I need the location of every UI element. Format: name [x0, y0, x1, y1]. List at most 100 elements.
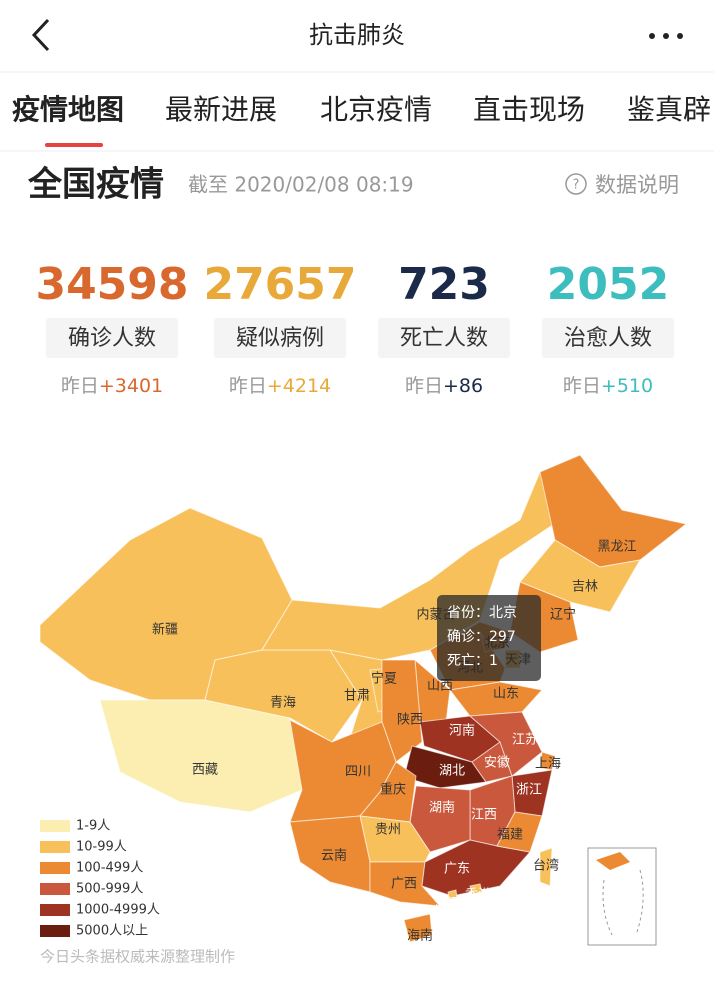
stat-change: 昨日+510 — [563, 375, 653, 397]
legend-label: 10-99人 — [76, 840, 127, 855]
stat-value: 34598 — [35, 259, 188, 310]
province[interactable] — [359, 761, 417, 823]
province-label: 澳门 — [434, 896, 460, 912]
map — [39, 454, 688, 943]
stat-value: 2052 — [547, 259, 669, 310]
province-label: 云南 — [321, 848, 347, 864]
province[interactable] — [539, 847, 553, 887]
province[interactable] — [449, 681, 543, 717]
stat-label-box — [46, 318, 178, 358]
stat-label: 治愈人数 — [564, 326, 652, 351]
province[interactable] — [468, 711, 543, 777]
legend-swatch — [40, 904, 70, 916]
province-label: 浙江 — [516, 783, 542, 798]
province[interactable] — [421, 839, 531, 897]
province-label: 河南 — [449, 723, 475, 739]
province-label: 安徽 — [484, 756, 510, 771]
legend-swatch — [40, 883, 70, 895]
province-label: 广西 — [391, 877, 417, 892]
stat-label-box — [214, 318, 346, 358]
help-link[interactable]: ? 数据说明 — [565, 173, 679, 197]
tab[interactable]: 鉴真辟 — [627, 93, 711, 126]
legend-label: 1-9人 — [76, 819, 110, 834]
province-label: 山西 — [427, 679, 453, 694]
legend-swatch — [40, 925, 70, 937]
header-title: 抗击肺炎 — [309, 21, 405, 49]
province-label: 辽宁 — [550, 607, 576, 623]
province-label: 新疆 — [152, 622, 178, 638]
stat-change: 昨日+3401 — [61, 375, 163, 397]
help-icon — [565, 173, 587, 195]
province-labels: 新疆 西藏 青海 甘肃 宁夏 内蒙古 黑龙江 吉林 辽宁 北京 天津 河北 山西… — [152, 540, 637, 944]
province-label: 海南 — [407, 928, 433, 944]
help-icon-mark: ? — [573, 178, 580, 193]
province[interactable] — [403, 913, 433, 943]
stat-label: 死亡人数 — [400, 326, 488, 351]
legend: 1-9人 10-99人 100-499人 500-999人 1000-4999人 5000… — [40, 819, 160, 939]
province-label: 上海 — [535, 757, 561, 772]
province-label: 广东 — [444, 862, 470, 877]
stat-label-box — [378, 318, 510, 358]
stat-change-prefix: 昨日 — [405, 375, 443, 397]
province[interactable] — [99, 699, 303, 813]
help-text: 数据说明 — [595, 173, 679, 197]
stat-change-value: +3401 — [99, 375, 163, 397]
province-label: 江苏 — [512, 732, 538, 748]
province-label: 青海 — [270, 696, 296, 711]
stat-label: 确诊人数 — [68, 326, 156, 351]
legend-label: 5000人以上 — [76, 924, 148, 939]
legend-swatch — [40, 862, 70, 874]
province-label: 香港 — [465, 888, 491, 903]
south-china-sea-inset — [587, 847, 657, 946]
back-button[interactable] — [31, 18, 50, 52]
province-label: 四川 — [345, 765, 371, 780]
province-label: 台湾 — [533, 858, 559, 874]
more-button[interactable] — [649, 33, 683, 39]
province[interactable] — [447, 889, 458, 900]
stat-change-value: +86 — [443, 375, 483, 397]
province-label: 宁夏 — [371, 671, 397, 687]
province-label: 湖南 — [429, 800, 455, 816]
stat-change: 昨日+86 — [405, 375, 483, 397]
province-label: 福建 — [497, 828, 523, 843]
stat-value: 27657 — [203, 259, 356, 310]
tab-bar: 疫情地图 最新进展 北京疫情 直击现场 鉴真辟 — [12, 93, 711, 126]
legend-swatch — [40, 820, 70, 832]
province-label: 湖北 — [439, 764, 465, 779]
province-label: 吉林 — [572, 580, 598, 595]
footer-note: 今日头条据权威来源整理制作 — [40, 948, 235, 966]
stat-change-prefix: 昨日 — [61, 375, 99, 397]
tab-indicator — [45, 143, 103, 147]
tooltip-text: 省份：北京 确诊：297 死亡：1 — [447, 605, 517, 669]
stat-change-prefix: 昨日 — [563, 375, 601, 397]
province-label: 贵州 — [375, 823, 401, 838]
stat-change-prefix: 昨日 — [229, 375, 267, 397]
stat-change: 昨日+4214 — [229, 375, 331, 397]
tooltip-line: 死亡：1 — [447, 653, 498, 669]
section-title: 全国疫情 — [27, 165, 164, 205]
province-label: 山东 — [493, 687, 519, 702]
tooltip — [437, 595, 541, 681]
stat-change-value: +510 — [601, 375, 653, 397]
province-label: 重庆 — [380, 782, 406, 798]
stat-change-value: +4214 — [267, 375, 331, 397]
tab[interactable]: 疫情地图 — [12, 93, 124, 126]
province[interactable] — [381, 659, 423, 763]
province-label: 陕西 — [397, 713, 423, 728]
legend-label: 500-999人 — [76, 882, 143, 897]
province-label: 黑龙江 — [597, 540, 636, 555]
tab[interactable]: 最新进展 — [165, 93, 277, 126]
province-label: 西藏 — [192, 763, 218, 778]
tooltip-line: 省份：北京 — [447, 605, 517, 621]
province-label: 江西 — [471, 808, 497, 823]
stat-label-box — [542, 318, 674, 358]
province[interactable] — [496, 811, 543, 853]
stat-value: 723 — [398, 259, 490, 310]
province[interactable] — [469, 883, 483, 895]
tab[interactable]: 直击现场 — [473, 93, 585, 126]
legend-swatch — [40, 841, 70, 853]
tab[interactable]: 北京疫情 — [320, 93, 432, 126]
